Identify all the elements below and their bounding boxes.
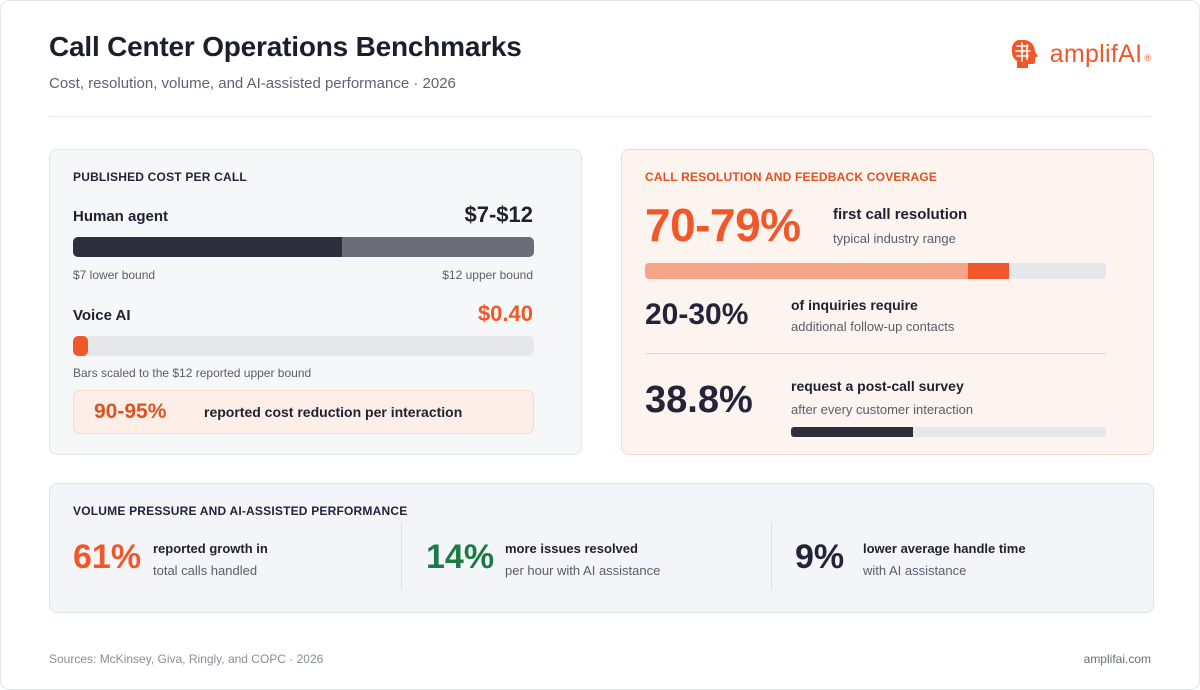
fcr-range-bar (645, 263, 1106, 279)
survey-label: request a post-call survey (791, 378, 964, 394)
voice-ai-value: $0.40 (477, 301, 533, 326)
lower-bound-label: $7 lower bound (73, 268, 156, 282)
followup-value: 20-30% (645, 298, 749, 331)
brain-head-icon (1011, 40, 1038, 68)
fcr-sub: typical industry range (833, 231, 956, 246)
fcr-low-segment (645, 263, 968, 279)
survey-value: 38.8% (645, 379, 753, 421)
voice-ai-label: Voice AI (73, 307, 131, 324)
followup-label: of inquiries require (791, 297, 918, 313)
brand-logo[interactable]: amplifAI ® (1008, 37, 1151, 71)
volume-stat-label: reported growth in (153, 541, 268, 556)
cost-reduction-callout: 90-95% reported cost reduction per inter… (73, 390, 534, 434)
volume-card: Volume pressure and AI-assisted performa… (49, 483, 1154, 613)
site-link[interactable]: amplifai.com (1083, 652, 1151, 666)
voice-ai-cost-bar (73, 336, 534, 356)
cost-heading: Published cost per call (73, 170, 247, 184)
human-lower-segment (73, 237, 342, 257)
volume-stat-sub: per hour with AI assistance (505, 563, 661, 578)
human-agent-value: $7-$12 (464, 202, 533, 227)
volume-stat-sub: total calls handled (153, 563, 258, 578)
resolution-divider (645, 353, 1106, 354)
volume-stat-value: 61% (73, 538, 142, 576)
volume-stat-value: 14% (426, 538, 495, 576)
header-divider (49, 116, 1151, 117)
volume-stat-sub: with AI assistance (863, 563, 967, 578)
brand-wordmark: amplifAI (1049, 39, 1143, 68)
survey-sub: after every customer interaction (791, 402, 974, 417)
volume-stat-value: 9% (795, 538, 845, 576)
scale-note: Bars scaled to the $12 reported upper bo… (73, 366, 312, 380)
fcr-label: first call resolution (833, 206, 968, 223)
fcr-value: 70-79% (645, 199, 801, 251)
volume-stat-label: more issues resolved (505, 541, 638, 556)
cost-reduction-text: reported cost reduction per interaction (204, 404, 463, 420)
page-title: Call Center Operations Benchmarks (49, 31, 522, 62)
volume-heading: Volume pressure and AI-assisted performa… (73, 504, 408, 518)
volume-stat-label: lower average handle time (863, 541, 1026, 556)
survey-bar (791, 427, 1106, 437)
human-agent-label: Human agent (73, 208, 169, 225)
fcr-range-segment (968, 263, 1009, 279)
upper-bound-label: $12 upper bound (442, 268, 533, 282)
sources-note: Sources: McKinsey, Giva, Ringly, and COP… (49, 652, 324, 666)
cost-card: Published cost per call Human agent $7-$… (49, 149, 582, 455)
followup-sub: additional follow-up contacts (791, 319, 955, 334)
resolution-heading: Call resolution and feedback coverage (645, 170, 938, 184)
voice-ai-segment (73, 336, 88, 356)
human-cost-bar (73, 237, 534, 257)
page-subtitle: Cost, resolution, volume, and AI-assiste… (49, 75, 456, 92)
survey-segment (791, 427, 913, 437)
registered-mark: ® (1144, 53, 1151, 63)
cost-reduction-value: 90-95% (94, 400, 167, 423)
stat-divider (771, 522, 772, 590)
human-upper-segment (342, 237, 534, 257)
stat-divider (401, 522, 402, 590)
resolution-card: Call resolution and feedback coverage 70… (621, 149, 1154, 455)
